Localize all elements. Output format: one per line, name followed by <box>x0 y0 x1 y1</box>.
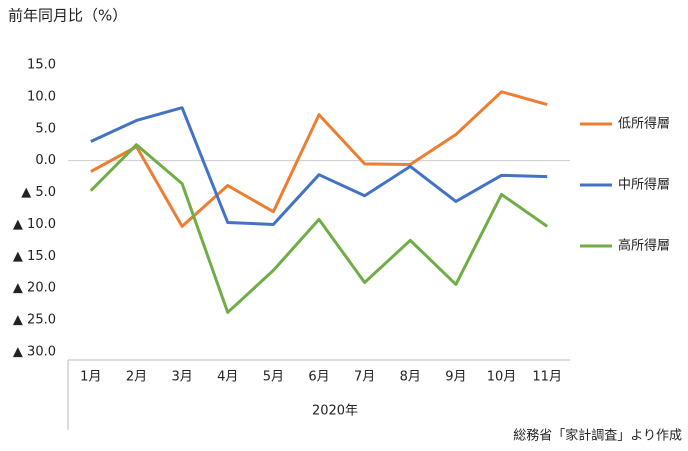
series-line <box>90 90 548 228</box>
series-line <box>90 106 548 226</box>
series-line <box>89 143 549 314</box>
y-tick-label: 10.0 <box>27 89 56 104</box>
x-tick-label: 3月 <box>171 370 192 385</box>
legend-label: 高所得層 <box>618 238 670 254</box>
y-tick-label: ▲ 30.0 <box>13 345 56 360</box>
x-axis-label: 2020年 <box>312 404 358 419</box>
y-tick-label: 0.0 <box>35 153 56 168</box>
source: 総務省「家計調査」より作成 <box>513 428 682 444</box>
legend-label: 低所得層 <box>618 116 670 132</box>
y-tick-label: ▲ 20.0 <box>13 281 56 296</box>
x-tick-label: 5月 <box>263 370 284 385</box>
chart-title: 前年同月比（%） <box>8 7 127 25</box>
y-tick-label: ▲ 10.0 <box>13 217 56 232</box>
x-tick-label: 8月 <box>400 370 421 385</box>
y-tick-label: 15.0 <box>27 58 56 73</box>
x-tick-label: 6月 <box>308 370 329 385</box>
legend-label: 中所得層 <box>618 177 670 193</box>
x-tick-label: 1月 <box>80 370 101 385</box>
x-tick-label: 9月 <box>445 370 466 385</box>
y-tick-label: ▲ 15.0 <box>13 249 56 264</box>
x-tick-label: 11月 <box>532 370 562 385</box>
x-tick-label: 2月 <box>126 370 147 385</box>
x-tick-label: 10月 <box>487 370 517 385</box>
y-tick-label: ▲ 5.0 <box>21 185 56 200</box>
y-tick-label: ▲ 25.0 <box>13 313 56 328</box>
x-tick-label: 7月 <box>354 370 375 385</box>
y-tick-label: 5.0 <box>35 121 56 136</box>
x-tick-label: 4月 <box>217 370 238 385</box>
